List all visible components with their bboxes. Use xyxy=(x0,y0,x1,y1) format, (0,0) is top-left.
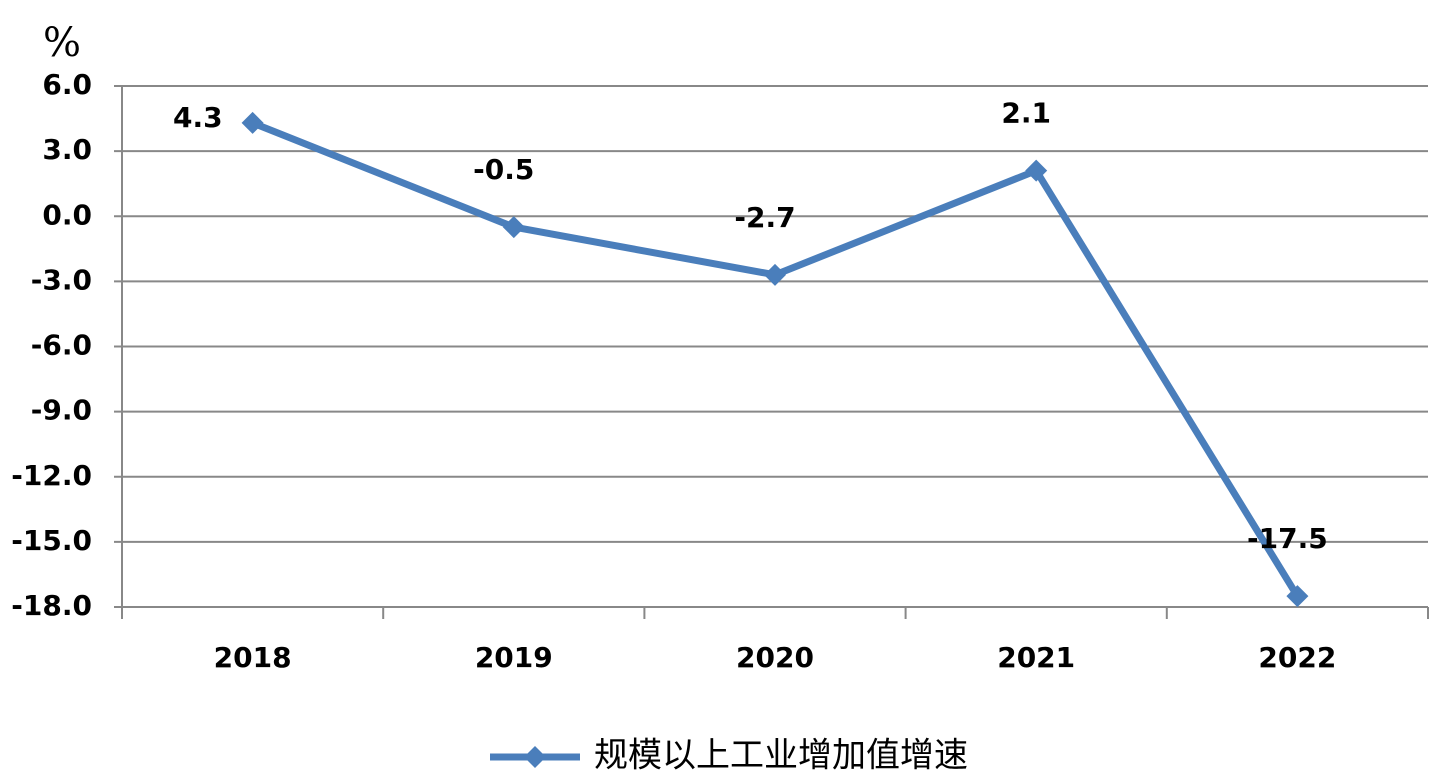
data-label: 2.1 xyxy=(1001,97,1051,130)
x-tick-label: 2021 xyxy=(997,641,1075,674)
point-marker xyxy=(1286,585,1309,608)
y-tick-label: -18.0 xyxy=(11,589,92,622)
data-label: -2.7 xyxy=(734,201,795,234)
x-tick-label: 2020 xyxy=(736,641,814,674)
y-tick-label: -12.0 xyxy=(11,459,92,492)
y-tick-label: -6.0 xyxy=(31,329,92,362)
point-marker xyxy=(502,216,525,239)
y-tick-label: -15.0 xyxy=(11,524,92,557)
data-label: 4.3 xyxy=(173,101,223,134)
y-tick-label: 3.0 xyxy=(42,133,92,166)
y-tick-label: 6.0 xyxy=(42,68,92,101)
x-tick-label: 2018 xyxy=(214,641,292,674)
x-tick-label: 2022 xyxy=(1258,641,1336,674)
data-label: -0.5 xyxy=(473,153,534,186)
data-label: -17.5 xyxy=(1247,522,1328,555)
y-tick-label: -9.0 xyxy=(31,394,92,427)
point-marker xyxy=(764,263,786,286)
point-marker xyxy=(241,111,264,134)
legend-label: 规模以上工业增加值增速 xyxy=(594,736,968,776)
y-tick-label: 0.0 xyxy=(42,198,92,231)
point-marker xyxy=(1025,159,1048,182)
x-tick-label: 2019 xyxy=(475,641,553,674)
unit-label: % xyxy=(43,20,81,66)
y-tick-label: -3.0 xyxy=(31,263,92,296)
series-line xyxy=(251,119,1301,598)
legend-marker xyxy=(524,746,546,768)
